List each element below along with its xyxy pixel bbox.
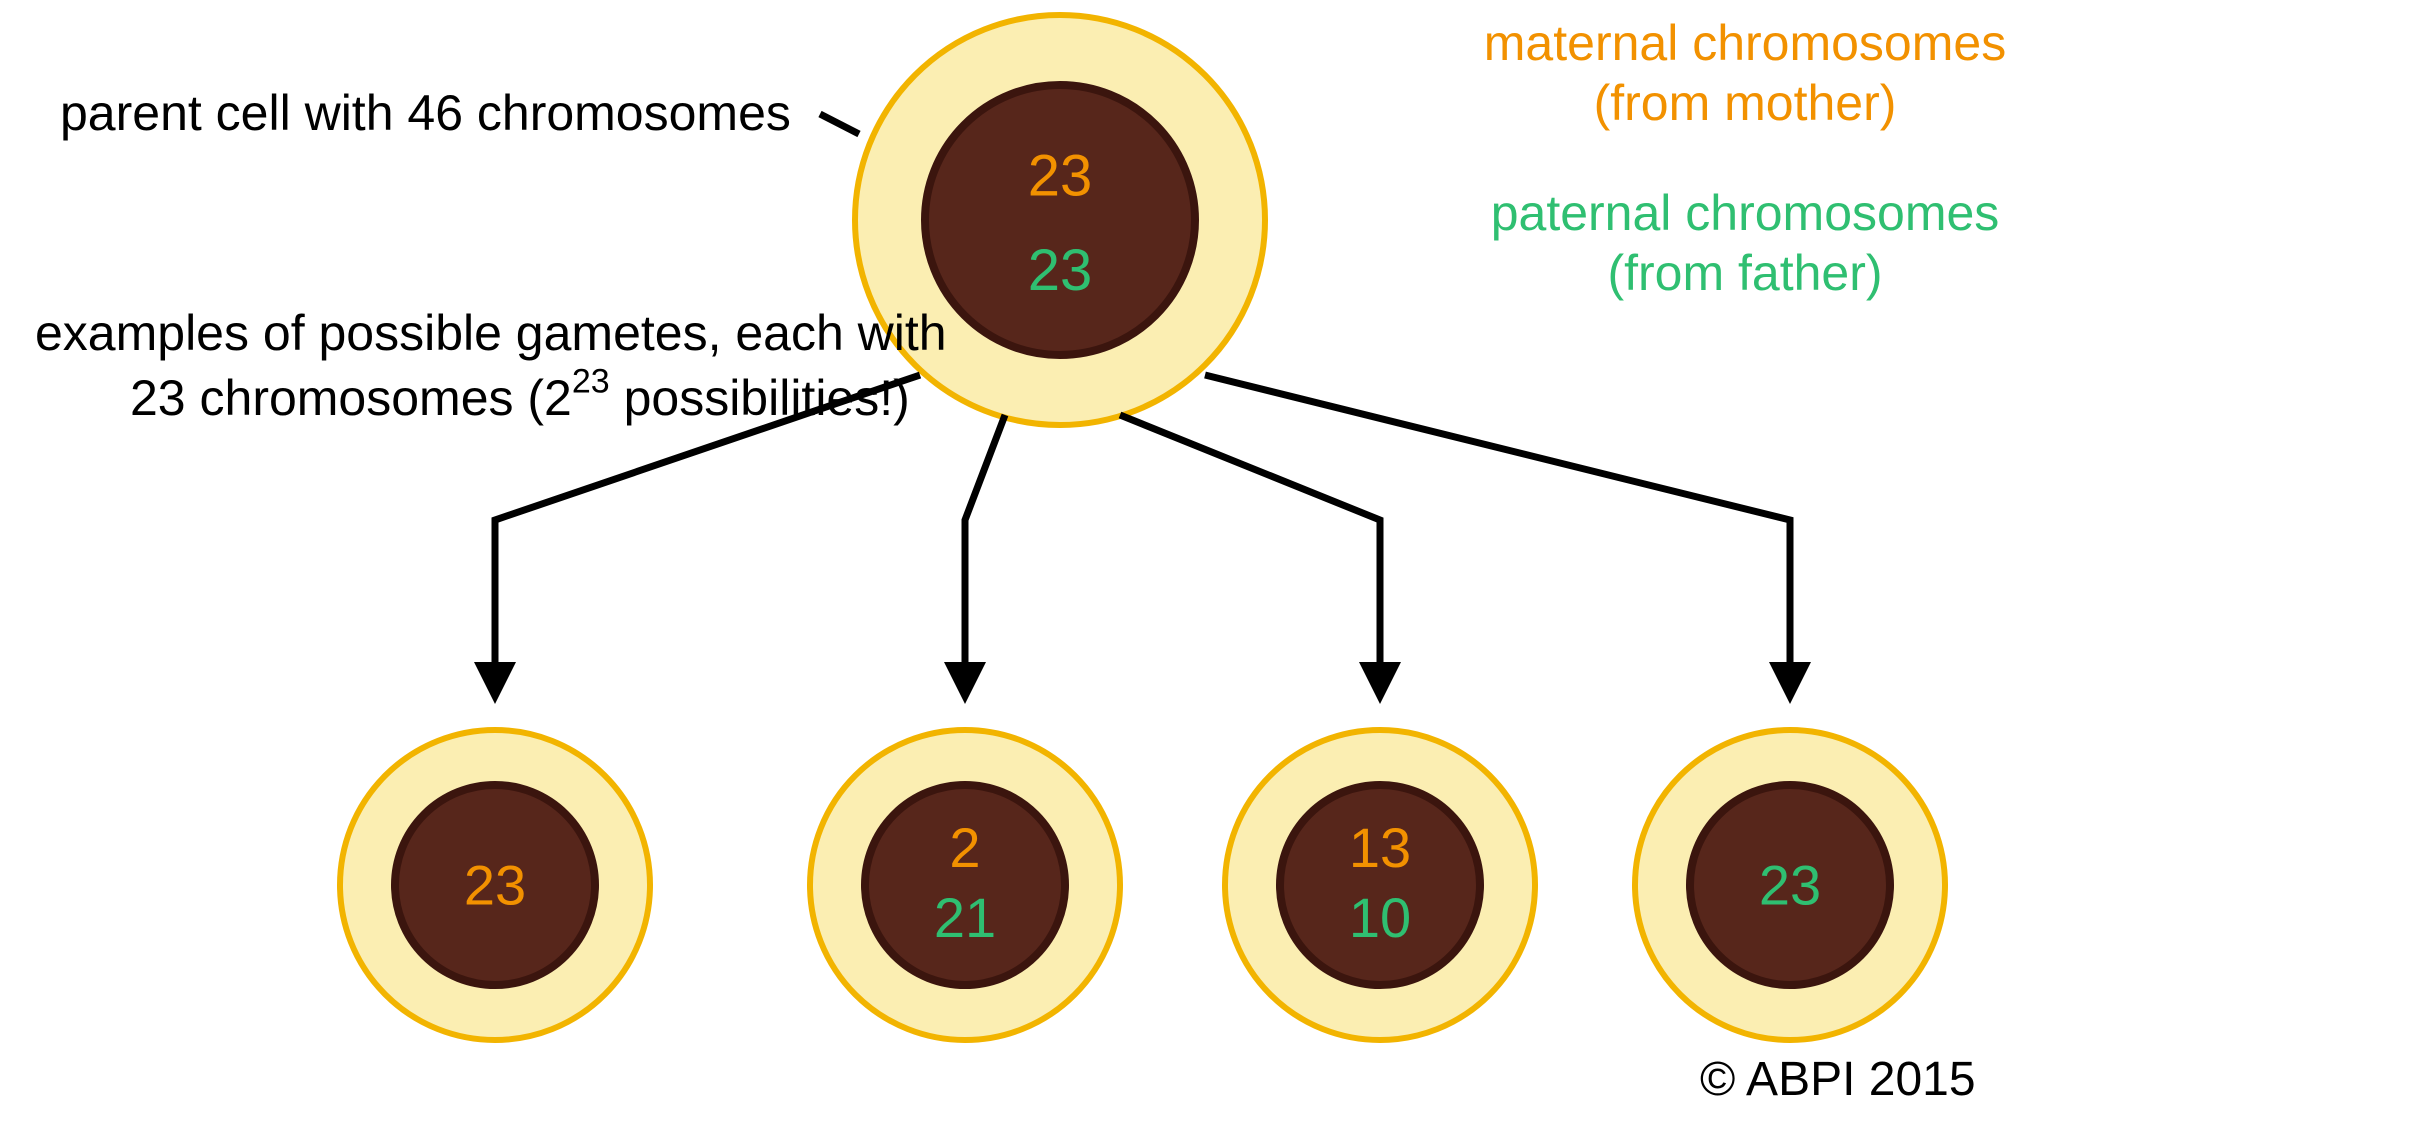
legend-maternal-line1: maternal chromosomes [1484,15,2006,71]
gamete-cell-1-maternal-count: 23 [464,854,526,917]
gamete-cell-3-nucleus [1280,785,1480,985]
gametes-label-line1: examples of possible gametes, each with [35,305,947,361]
parent-cell: 2323 [855,15,1265,425]
parent-cell-paternal-count: 23 [1028,238,1093,303]
gamete-cell-3-paternal-count: 10 [1349,886,1411,949]
arrow-to-gamete-2 [965,415,1005,690]
gamete-cell-2-maternal-count: 2 [949,816,980,879]
legend-paternal-line2: (from father) [1607,245,1882,301]
gamete-cell-4: 23 [1635,730,1945,1040]
gamete-cell-2: 221 [810,730,1120,1040]
legend-paternal-line1: paternal chromosomes [1491,185,2000,241]
gamete-cell-3: 1310 [1225,730,1535,1040]
gamete-cell-1: 23 [340,730,650,1040]
parent-cell-label-connector [820,114,859,134]
parent-cell-label: parent cell with 46 chromosomes [60,85,791,141]
gamete-cell-4-paternal-count: 23 [1759,854,1821,917]
gamete-cell-2-paternal-count: 21 [934,886,996,949]
chromosome-diagram: 2323parent cell with 46 chromosomesexamp… [0,0,2416,1121]
arrow-to-gamete-3 [1120,415,1380,690]
parent-cell-maternal-count: 23 [1028,144,1093,209]
arrow-to-gamete-4 [1205,375,1790,690]
gamete-cell-3-maternal-count: 13 [1349,816,1411,879]
copyright-text: © ABPI 2015 [1700,1053,1976,1106]
parent-cell-nucleus [925,85,1195,355]
gamete-cell-2-nucleus [865,785,1065,985]
legend-maternal-line2: (from mother) [1594,75,1897,131]
